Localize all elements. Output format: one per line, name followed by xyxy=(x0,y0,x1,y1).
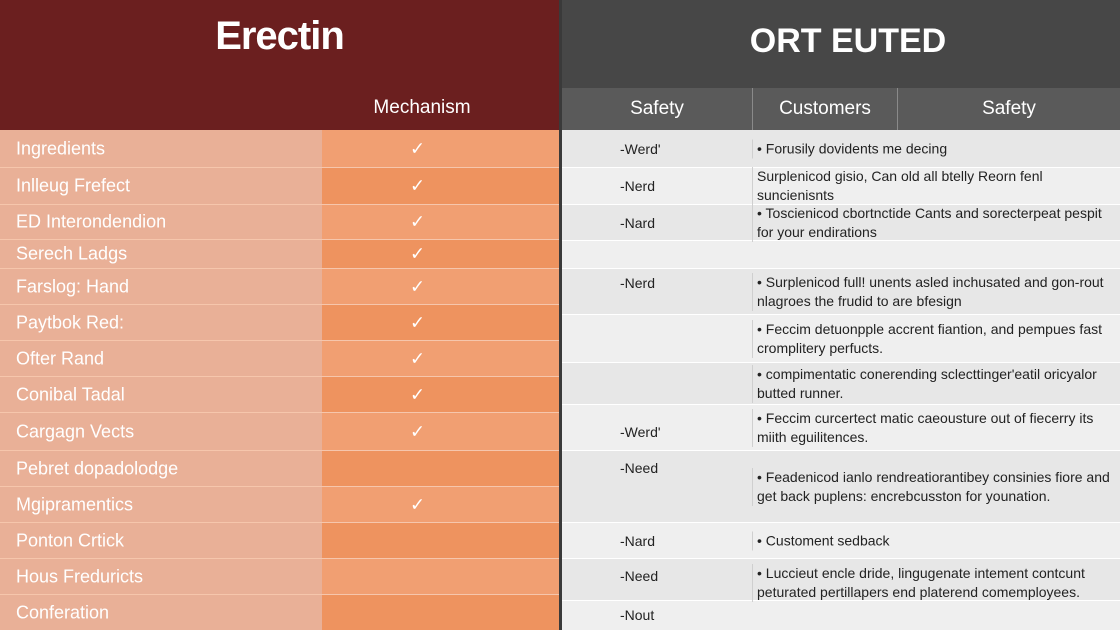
row-label: Conferation xyxy=(16,602,110,622)
row-label: Ofter Rand xyxy=(16,348,105,368)
table-row: Hous Freduricts xyxy=(0,559,559,595)
row-description: Surplenicod gisio, Can old all btelly Re… xyxy=(752,167,1112,205)
row-label: Inlleug Frefect xyxy=(16,175,131,196)
left-header: Erectin Mechanism xyxy=(0,0,559,130)
check-icon: ✓ xyxy=(410,494,426,514)
row-label: Serech Ladgs xyxy=(16,243,128,264)
table-row: Pebret dopadolodge xyxy=(0,451,559,487)
table-row: • Feccim detuonpple accrent fiantion, an… xyxy=(562,315,1120,363)
row-description: • Forusily dovidents me decing xyxy=(752,139,1112,158)
table-row: -Need • Feadenicod ianlo rendreatioranti… xyxy=(562,451,1120,523)
column-divider xyxy=(559,0,562,630)
table-row: -Nout xyxy=(562,601,1120,630)
row-note: -Werd' xyxy=(620,140,661,157)
row-note: -Nard xyxy=(620,532,656,549)
row-label: Conibal Tadal xyxy=(16,384,125,404)
row-description: • compimentatic conerending sclecttinger… xyxy=(752,364,1112,403)
row-note: -Nerd xyxy=(620,275,656,291)
row-label: Ingredients xyxy=(16,138,106,158)
table-row: -Nard • Customent sedback xyxy=(562,523,1120,559)
row-label: ED Interondendion xyxy=(16,211,167,232)
row-label: Pebret dopadolodge xyxy=(16,458,179,478)
table-row: Serech Ladgs ✓ xyxy=(0,240,559,269)
table-row: ED Interondendion ✓ xyxy=(0,205,559,240)
table-row: Farslog: Hand ✓ xyxy=(0,269,559,305)
row-label: Hous Freduricts xyxy=(16,566,144,586)
table-row: -Werd' • Feccim curcertect matic caeoust… xyxy=(562,405,1120,451)
row-note: -Need xyxy=(620,460,659,476)
table-row: -Werd' • Forusily dovidents me decing xyxy=(562,130,1120,168)
table-row: Mgipramentics ✓ xyxy=(0,487,559,523)
mechanism-header: Mechanism xyxy=(373,97,471,118)
row-description: • Luccieut encle dride, lingugenate inte… xyxy=(752,564,1112,602)
table-row: Ofter Rand ✓ xyxy=(0,341,559,377)
table-row: Ponton Crtick xyxy=(0,523,559,559)
row-note: -Need xyxy=(620,568,659,584)
table-row: -Nerd Surplenicod gisio, Can old all bte… xyxy=(562,167,1120,205)
row-note: -Nout xyxy=(620,607,655,623)
row-label: Farslog: Hand xyxy=(16,276,130,296)
row-description: • Surplenicod full! unents asled inchusa… xyxy=(752,272,1112,311)
row-note: -Werd' xyxy=(620,424,661,440)
row-description: • Toscienicod cbortnctide Cants and sore… xyxy=(752,203,1112,242)
row-description: • Customent sedback xyxy=(752,531,1112,550)
right-panel: ORT EUTED Safety Customers Safety -Werd'… xyxy=(562,0,1120,630)
row-description: • Feccim curcertect matic caeousture out… xyxy=(752,408,1112,447)
row-label: Paytbok Red: xyxy=(16,312,125,332)
right-subheader: Safety Customers Safety xyxy=(562,88,1120,130)
table-row: Paytbok Red: ✓ xyxy=(0,305,559,341)
table-row: -Nard • Toscienicod cbortnctide Cants an… xyxy=(562,203,1120,242)
check-icon: ✓ xyxy=(410,312,426,332)
check-icon: ✓ xyxy=(410,243,426,264)
check-icon: ✓ xyxy=(410,211,426,232)
table-row: Cargagn Vects ✓ xyxy=(0,413,559,451)
customers-header: Customers xyxy=(752,88,897,130)
row-label: Ponton Crtick xyxy=(16,530,125,550)
row-note: -Nerd xyxy=(620,178,656,194)
table-row: Inlleug Frefect ✓ xyxy=(0,168,559,205)
table-row: -Need • Luccieut encle dride, lingugenat… xyxy=(562,559,1120,602)
check-icon: ✓ xyxy=(410,175,426,196)
right-title: ORT EUTED xyxy=(749,22,947,60)
table-row: Conibal Tadal ✓ xyxy=(0,377,559,413)
right-header: ORT EUTED xyxy=(562,0,1120,88)
row-label: Cargagn Vects xyxy=(16,421,135,441)
table-row: • compimentatic conerending sclecttinger… xyxy=(562,363,1120,405)
check-icon: ✓ xyxy=(410,138,426,158)
check-icon: ✓ xyxy=(410,421,426,441)
left-panel: Erectin Mechanism Ingredients ✓ Inlleug … xyxy=(0,0,559,630)
row-label: Mgipramentics xyxy=(16,494,134,514)
table-row: Conferation xyxy=(0,595,559,630)
row-description: • Feccim detuonpple accrent fiantion, an… xyxy=(752,319,1112,358)
check-icon: ✓ xyxy=(410,348,426,368)
row-note: -Nard xyxy=(620,215,656,231)
table-row xyxy=(562,241,1120,269)
check-icon: ✓ xyxy=(410,384,426,404)
row-description: • Feadenicod ianlo rendreatiorantibey co… xyxy=(752,467,1112,506)
safety-header-2: Safety xyxy=(897,88,1120,130)
check-icon: ✓ xyxy=(410,276,426,296)
brand-title: Erectin xyxy=(215,14,345,58)
safety-header: Safety xyxy=(630,98,684,119)
table-row: -Nerd • Surplenicod full! unents asled i… xyxy=(562,269,1120,315)
table-row: Ingredients ✓ xyxy=(0,130,559,168)
